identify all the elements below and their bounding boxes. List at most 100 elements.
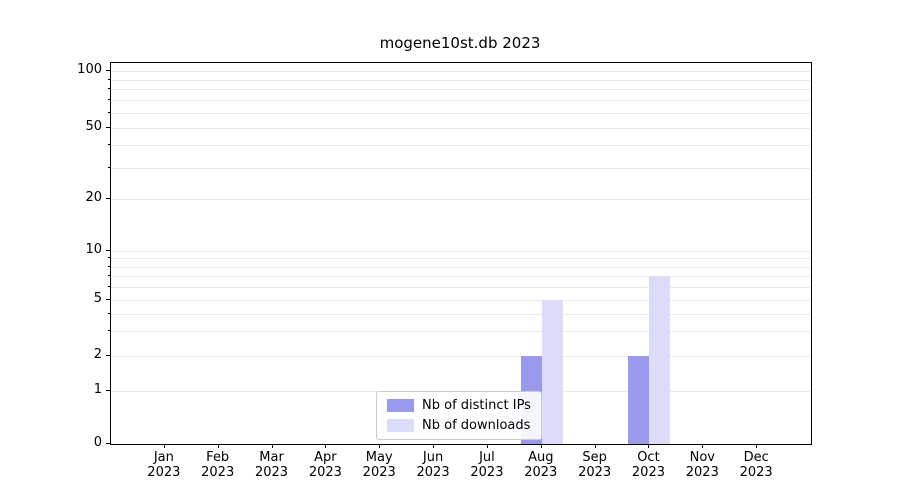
gridline [111, 113, 811, 115]
gridline [111, 71, 811, 72]
x-tick-mark [756, 444, 758, 448]
y-minor-tick-mark [108, 88, 110, 90]
bar-distinct-ips [628, 356, 650, 444]
x-tick-mark [702, 444, 704, 448]
y-tick-mark [106, 249, 110, 251]
x-tick-year: 2023 [416, 465, 450, 480]
gridline [111, 266, 811, 268]
x-tick-month: Oct [637, 450, 660, 465]
gridline [111, 287, 811, 289]
gridline [111, 167, 811, 169]
x-tick-mark [594, 444, 596, 448]
x-tick-label: Jul 2023 [457, 450, 517, 480]
x-tick-year: 2023 [201, 465, 235, 480]
x-tick-mark [217, 444, 219, 448]
x-tick-label: Aug 2023 [511, 450, 571, 480]
y-minor-tick-mark [108, 265, 110, 267]
x-tick-mark [433, 444, 435, 448]
x-tick-year: 2023 [685, 465, 719, 480]
legend-item: Nb of downloads [387, 418, 531, 433]
x-tick-label: Dec 2023 [726, 450, 786, 480]
x-tick-mark [379, 444, 381, 448]
gridline [111, 355, 811, 357]
x-tick-year: 2023 [739, 465, 773, 480]
y-minor-tick-mark [108, 78, 110, 80]
y-minor-tick-mark [108, 99, 110, 101]
plot-area [110, 62, 812, 445]
x-tick-month: Aug [528, 450, 554, 465]
y-minor-tick-mark [108, 275, 110, 277]
y-tick-mark [106, 70, 110, 71]
gridline [111, 331, 811, 333]
x-tick-year: 2023 [470, 465, 504, 480]
chart-title: mogene10st.db 2023 [379, 34, 541, 52]
x-tick-year: 2023 [254, 465, 289, 480]
x-tick-label: Jun 2023 [403, 450, 463, 480]
y-tick-mark [106, 354, 110, 356]
x-tick-month: Mar [259, 450, 284, 465]
x-tick-label: Sep 2023 [565, 450, 625, 480]
x-tick-mark [271, 444, 273, 448]
y-minor-tick-mark [108, 112, 110, 114]
gridline [111, 89, 811, 91]
y-tick-label: 10 [85, 241, 102, 257]
legend-item: Nb of distinct IPs [387, 398, 531, 413]
y-minor-tick-mark [108, 330, 110, 332]
y-minor-tick-mark [108, 257, 110, 259]
x-tick-year: 2023 [578, 465, 612, 480]
legend: Nb of distinct IPs Nb of downloads [376, 391, 542, 440]
y-minor-tick-mark [108, 312, 110, 314]
x-tick-year: 2023 [631, 465, 665, 480]
x-tick-month: Feb [206, 450, 230, 465]
x-tick-label: Apr 2023 [295, 450, 355, 480]
y-tick-label: 100 [77, 62, 102, 77]
x-tick-label: Feb 2023 [188, 450, 248, 480]
y-tick-mark [106, 198, 110, 200]
x-tick-month: Jun [422, 450, 444, 465]
x-tick-label: May 2023 [349, 450, 409, 480]
gridline [111, 313, 811, 315]
y-tick-mark [106, 298, 110, 300]
x-tick-month: May [365, 450, 393, 465]
gridline [111, 199, 811, 201]
x-tick-mark [648, 444, 650, 448]
y-tick-mark [106, 127, 110, 129]
y-minor-tick-mark [108, 166, 110, 168]
legend-swatch [387, 399, 414, 412]
x-tick-month: Nov [689, 450, 715, 465]
x-tick-year: 2023 [524, 465, 558, 480]
y-tick-label: 1 [93, 382, 102, 398]
gridline [111, 258, 811, 260]
x-tick-mark [325, 444, 327, 448]
x-tick-label: Nov 2023 [672, 450, 732, 480]
legend-swatch [387, 419, 414, 432]
x-tick-year: 2023 [308, 465, 342, 480]
y-tick-label: 5 [93, 290, 102, 306]
gridline [111, 100, 811, 102]
gridline [111, 145, 811, 147]
gridline [111, 128, 811, 130]
x-tick-month: Jan [153, 450, 174, 465]
x-tick-year: 2023 [147, 465, 181, 480]
x-tick-label: Oct 2023 [618, 450, 678, 480]
x-tick-label: Jan 2023 [134, 450, 194, 480]
gridline [111, 250, 811, 252]
x-tick-year: 2023 [362, 465, 396, 480]
y-tick-label: 20 [85, 190, 102, 206]
y-tick-label: 0 [93, 435, 102, 450]
gridline [111, 299, 811, 301]
y-tick-label: 50 [85, 119, 102, 135]
y-tick-label: 2 [93, 346, 102, 362]
x-tick-mark [540, 444, 542, 448]
gridline [111, 276, 811, 278]
y-tick-mark [106, 390, 110, 392]
legend-label: Nb of downloads [422, 418, 531, 433]
y-tick-mark [106, 443, 110, 444]
gridline [111, 79, 811, 81]
y-minor-tick-mark [108, 144, 110, 146]
x-tick-mark [163, 444, 165, 448]
x-tick-mark [486, 444, 488, 448]
x-tick-month: Dec [743, 450, 769, 465]
legend-label: Nb of distinct IPs [422, 398, 531, 413]
